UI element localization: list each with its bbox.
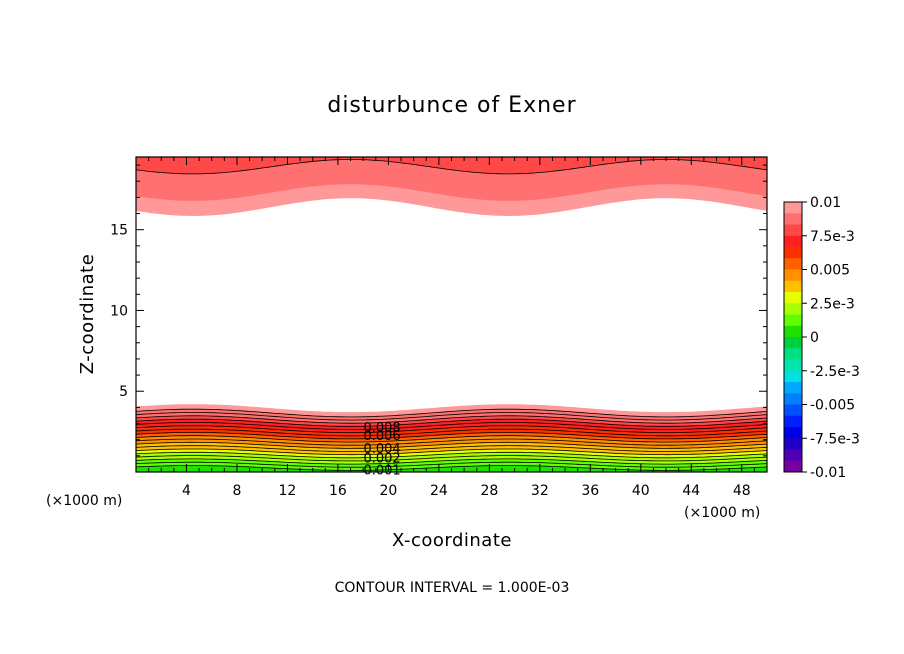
x-tick-label: 36 xyxy=(581,483,599,499)
contour-label: 0.006 xyxy=(363,429,400,444)
contour-band-upper-3 xyxy=(136,157,767,174)
x-tick-label: 20 xyxy=(379,483,397,499)
x-unit-right: (×1000 m) xyxy=(684,505,760,521)
contour-line-lower-1 xyxy=(135,461,768,468)
colorbar-segment xyxy=(784,348,802,360)
colorbar: 0.01 7.5e-3 0.005 2.5e-3 0 -2.5e-3 -0.005 -7.5e… xyxy=(783,195,860,481)
colorbar-segment xyxy=(784,359,802,372)
contour-line-lower-15 xyxy=(135,415,768,424)
colorbar-segment xyxy=(784,202,802,214)
x-tick-label: 40 xyxy=(632,483,650,499)
colorbar-segment xyxy=(784,449,802,462)
colorbar-label: 0.01 xyxy=(810,195,841,211)
contour-line-lower-14 xyxy=(135,418,768,427)
contour-line-lower-7 xyxy=(135,441,768,449)
colorbar-segment xyxy=(784,438,802,450)
contour-line-lower-10 xyxy=(135,431,768,440)
colorbar-segment xyxy=(784,382,802,394)
contour-label: 0.008 xyxy=(363,421,400,436)
contour-line-lower-11 xyxy=(135,428,768,437)
contour-interval-note: CONTOUR INTERVAL = 1.000E-03 xyxy=(335,580,570,596)
colorbar-segment xyxy=(784,314,802,327)
contour-line-upper-3 xyxy=(135,159,768,175)
colorbar-segment xyxy=(784,213,802,225)
colorbar-label: 7.5e-3 xyxy=(810,229,855,245)
colorbar-segment xyxy=(784,415,802,428)
x-unit-left: (×1000 m) xyxy=(46,493,122,509)
contour-line-lower-8 xyxy=(135,438,768,446)
contour-line-lower-13 xyxy=(135,421,768,430)
y-tick-label: 10 xyxy=(110,303,128,319)
contour-label: 0.004 xyxy=(363,442,400,457)
colorbar-segment xyxy=(784,224,802,237)
colorbar-segment xyxy=(784,393,802,405)
x-axis-label: X-coordinate xyxy=(392,530,512,551)
x-tick-label: 32 xyxy=(531,483,549,499)
contour-label: 0.002 xyxy=(363,451,400,466)
contour-line-lower-2 xyxy=(135,458,768,465)
chart-title: disturbunce of Exner xyxy=(327,93,576,118)
colorbar-segment xyxy=(784,258,802,270)
x-axis-ticks: 4 8 12 16 20 24 28 32 36 40 44 48 xyxy=(148,157,755,499)
contour-lines xyxy=(135,159,768,471)
y-tick-label: 15 xyxy=(110,223,128,239)
colorbar-label: -0.01 xyxy=(810,465,846,481)
contour-line-lower-6 xyxy=(135,445,768,452)
colorbar-segment xyxy=(784,235,802,248)
colorbar-label: -7.5e-3 xyxy=(810,431,860,447)
y-tick-label: 5 xyxy=(119,384,128,400)
colorbar-segment xyxy=(784,404,802,417)
colorbar-segment xyxy=(784,460,802,473)
contour-line-lower-9 xyxy=(135,435,768,443)
x-tick-label: 16 xyxy=(329,483,347,499)
x-tick-label: 4 xyxy=(182,483,191,499)
colorbar-segment xyxy=(784,303,802,315)
colorbar-label: -2.5e-3 xyxy=(810,364,860,380)
y-axis-label: Z-coordinate xyxy=(77,254,98,375)
contour-line-lower-3 xyxy=(135,455,768,462)
colorbar-segment xyxy=(784,280,802,293)
colorbar-segment xyxy=(784,269,802,282)
x-tick-label: 12 xyxy=(279,483,297,499)
contour-band-upper-2 xyxy=(136,157,767,188)
x-tick-label: 28 xyxy=(480,483,498,499)
contour-line-lower-17 xyxy=(135,408,768,418)
colorbar-segment xyxy=(784,427,802,439)
y-axis-ticks: 5 10 15 xyxy=(110,164,767,457)
colorbar-label: 2.5e-3 xyxy=(810,296,855,312)
colorbar-segment xyxy=(784,337,802,349)
colorbar-label: -0.005 xyxy=(810,398,855,414)
x-tick-label: 8 xyxy=(232,483,241,499)
contour-line-lower-5 xyxy=(135,448,768,456)
contour-line-lower-16 xyxy=(135,412,768,421)
contour-line-lower-12 xyxy=(135,425,768,434)
contour-label: 0.001 xyxy=(363,464,400,479)
x-tick-label: 24 xyxy=(430,483,448,499)
colorbar-segment xyxy=(784,247,802,259)
colorbar-segment xyxy=(784,325,802,338)
colorbar-segment xyxy=(784,292,802,304)
contour-line-lower-4 xyxy=(135,451,768,459)
colorbar-label: 0 xyxy=(810,330,819,346)
colorbar-label: 0.005 xyxy=(810,263,850,279)
colorbar-segment xyxy=(784,370,802,383)
contour-line-lower-0 xyxy=(135,465,768,471)
x-tick-label: 44 xyxy=(682,483,700,499)
x-tick-label: 48 xyxy=(733,483,751,499)
